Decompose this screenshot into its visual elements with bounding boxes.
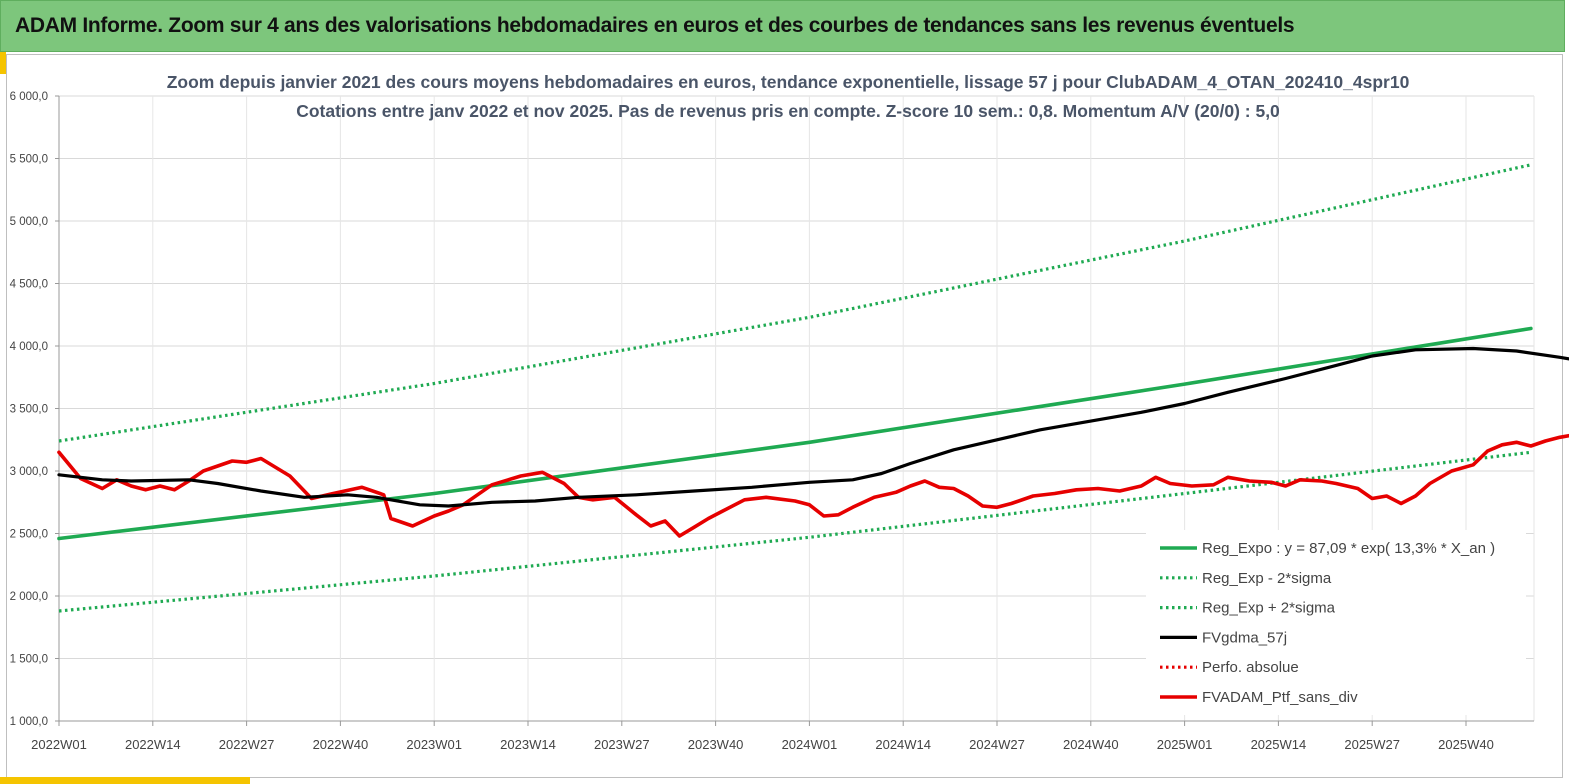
chart-title: Zoom depuis janvier 2021 des cours moyen… [167, 72, 1410, 92]
y-tick-label: 1 500,0 [10, 654, 48, 666]
chart-frame [6, 54, 1563, 778]
legend-entry: FVgdma_57j [1202, 629, 1287, 646]
axes: 1 000,0 1 500,0 2 000,0 2 500,0 3 000,0 3 500… [10, 91, 1534, 752]
x-tick-label: 2025W14 [1251, 737, 1307, 752]
legend-entry: Perfo. absolue [1202, 659, 1299, 676]
x-tick-label: 2024W01 [782, 737, 838, 752]
y-tick-label: 4 500,0 [10, 279, 48, 291]
x-tick-label: 2025W40 [1438, 737, 1494, 752]
upper-band-series-line [58, 163, 1532, 443]
legend-entry: Reg_Exp + 2*sigma [1202, 600, 1336, 617]
y-tick-label: 2 500,0 [10, 529, 48, 541]
legend-entry: FVADAM_Ptf_sans_div [1202, 689, 1358, 706]
x-tick-label: 2022W27 [219, 737, 275, 752]
x-tick-label: 2023W01 [406, 737, 462, 752]
x-tick-label: 2022W01 [31, 737, 87, 752]
y-tick-label: 6 000,0 [10, 91, 48, 103]
y-tick-label: 3 500,0 [10, 404, 48, 416]
legend-background [1146, 530, 1526, 715]
x-tick-label: 2024W40 [1063, 737, 1119, 752]
page-title: ADAM Informe. Zoom sur 4 ans des valoris… [15, 14, 1295, 37]
legend-entry: Reg_Expo : y = 87,09 * exp( 13,3% * X_an… [1202, 540, 1495, 557]
trend-series-line [57, 326, 1533, 541]
series-group [57, 163, 1569, 613]
header-banner: ADAM Informe. Zoom sur 4 ans des valoris… [0, 0, 1565, 52]
x-tick-label: 2024W27 [969, 737, 1025, 752]
x-tick-label: 2023W14 [500, 737, 556, 752]
x-tick-label: 2025W01 [1157, 737, 1213, 752]
x-tick-label: 2024W14 [875, 737, 931, 752]
legend: Reg_Expo : y = 87,09 * exp( 13,3% * X_an… [1160, 540, 1495, 706]
x-tick-label: 2023W27 [594, 737, 650, 752]
x-tick-label: 2022W40 [313, 737, 369, 752]
accent-stripe-left [0, 52, 6, 74]
legend-entry: Reg_Exp - 2*sigma [1202, 570, 1332, 587]
y-tick-label: 2 000,0 [10, 591, 48, 603]
x-tick-label: 2023W40 [688, 737, 744, 752]
grid [58, 95, 1535, 722]
portfolio-series-line [57, 433, 1569, 538]
y-tick-label: 5 000,0 [10, 216, 48, 228]
y-tick-label: 3 000,0 [10, 466, 48, 478]
x-tick-label: 2022W14 [125, 737, 181, 752]
y-tick-label: 1 000,0 [10, 716, 48, 728]
smoothing-series-line [57, 346, 1569, 508]
y-tick-label: 5 500,0 [10, 154, 48, 166]
y-tick-label: 4 000,0 [10, 341, 48, 353]
accent-stripe-bottom [0, 777, 250, 784]
x-tick-label: 2025W27 [1344, 737, 1400, 752]
chart-subtitle: Cotations entre janv 2022 et nov 2025. P… [296, 101, 1280, 121]
